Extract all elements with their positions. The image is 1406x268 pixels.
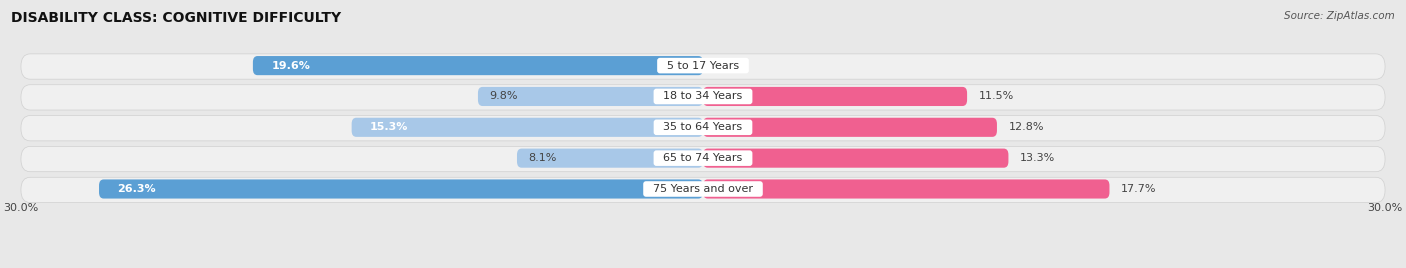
FancyBboxPatch shape [703,180,1109,199]
Text: 65 to 74 Years: 65 to 74 Years [657,153,749,163]
FancyBboxPatch shape [21,177,1385,203]
Text: Source: ZipAtlas.com: Source: ZipAtlas.com [1284,11,1395,21]
FancyBboxPatch shape [517,148,703,168]
FancyBboxPatch shape [21,116,1385,141]
Text: 17.7%: 17.7% [1121,184,1157,194]
Text: DISABILITY CLASS: COGNITIVE DIFFICULTY: DISABILITY CLASS: COGNITIVE DIFFICULTY [11,11,342,25]
Text: 12.8%: 12.8% [1008,122,1043,132]
Text: 5 to 17 Years: 5 to 17 Years [659,61,747,70]
FancyBboxPatch shape [703,148,1008,168]
FancyBboxPatch shape [352,118,703,137]
Text: 8.1%: 8.1% [529,153,557,163]
Text: 15.3%: 15.3% [370,122,408,132]
FancyBboxPatch shape [21,54,1385,79]
FancyBboxPatch shape [98,180,703,199]
Text: 30.0%: 30.0% [3,203,38,213]
FancyBboxPatch shape [703,118,997,137]
Text: 35 to 64 Years: 35 to 64 Years [657,122,749,132]
Text: 11.5%: 11.5% [979,91,1014,102]
Text: 13.3%: 13.3% [1019,153,1054,163]
Text: 30.0%: 30.0% [1368,203,1403,213]
Text: 75 Years and over: 75 Years and over [645,184,761,194]
FancyBboxPatch shape [703,87,967,106]
Text: 9.8%: 9.8% [489,91,517,102]
Text: 18 to 34 Years: 18 to 34 Years [657,91,749,102]
FancyBboxPatch shape [478,87,703,106]
Text: 0.0%: 0.0% [714,61,742,70]
FancyBboxPatch shape [21,146,1385,172]
FancyBboxPatch shape [21,85,1385,110]
Text: 26.3%: 26.3% [117,184,156,194]
Text: 19.6%: 19.6% [271,61,311,70]
FancyBboxPatch shape [253,56,703,75]
